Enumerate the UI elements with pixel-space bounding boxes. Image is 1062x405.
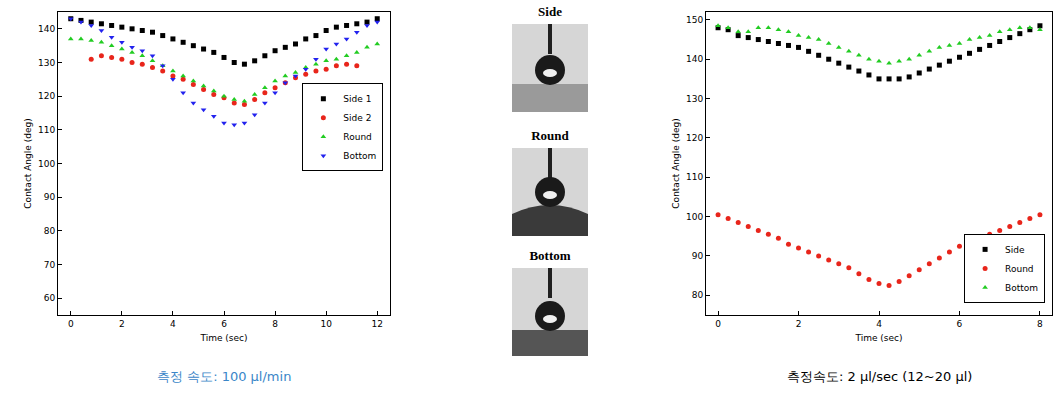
svg-text:Side: Side: [1005, 245, 1025, 255]
svg-text:10: 10: [320, 319, 332, 329]
svg-text:Time (sec): Time (sec): [854, 333, 902, 343]
html-text:Round: Round: [531, 128, 569, 143]
svg-text:70: 70: [44, 260, 56, 270]
svg-text:2: 2: [119, 319, 125, 329]
svg-text:측정 속도: 100 μl/min: 측정 속도: 100 μl/min: [157, 369, 291, 384]
svg-text:8: 8: [272, 319, 278, 329]
svg-text:100: 100: [38, 159, 55, 169]
svg-text:Time (sec): Time (sec): [199, 333, 247, 343]
svg-text:6: 6: [221, 319, 227, 329]
svg-text:2: 2: [796, 319, 802, 329]
svg-text:6: 6: [957, 319, 963, 329]
svg-text:12: 12: [372, 319, 383, 329]
svg-text:150: 150: [686, 15, 703, 25]
svg-text:4: 4: [876, 319, 882, 329]
svg-text:90: 90: [44, 192, 56, 202]
svg-text:8: 8: [1037, 319, 1043, 329]
svg-text:120: 120: [38, 91, 55, 101]
svg-text:Side 2: Side 2: [343, 113, 371, 123]
svg-text:90: 90: [692, 251, 704, 261]
svg-text:4: 4: [170, 319, 176, 329]
svg-text:Contact Angle (deg): Contact Angle (deg): [671, 118, 681, 208]
html-text:Bottom: Bottom: [529, 248, 571, 263]
svg-text:Side 1: Side 1: [343, 94, 371, 104]
svg-text:80: 80: [692, 290, 704, 300]
svg-text:측정속도: 2 μl/sec (12~20 μl): 측정속도: 2 μl/sec (12~20 μl): [787, 369, 972, 384]
svg-text:110: 110: [686, 172, 703, 182]
svg-text:110: 110: [38, 125, 55, 135]
svg-text:Bottom: Bottom: [343, 151, 376, 161]
svg-text:130: 130: [38, 58, 55, 68]
svg-text:Bottom: Bottom: [1005, 283, 1038, 293]
svg-text:140: 140: [38, 24, 55, 34]
svg-text:0: 0: [68, 319, 74, 329]
html-text:Side: Side: [538, 4, 562, 19]
svg-text:100: 100: [686, 212, 703, 222]
svg-text:Round: Round: [1005, 264, 1033, 274]
svg-text:80: 80: [44, 226, 56, 236]
svg-text:140: 140: [686, 54, 703, 64]
svg-text:Round: Round: [343, 132, 371, 142]
svg-text:0: 0: [715, 319, 721, 329]
svg-text:60: 60: [44, 293, 56, 303]
svg-text:120: 120: [686, 133, 703, 143]
svg-text:130: 130: [686, 94, 703, 104]
svg-text:Contact Angle (deg): Contact Angle (deg): [23, 118, 33, 208]
